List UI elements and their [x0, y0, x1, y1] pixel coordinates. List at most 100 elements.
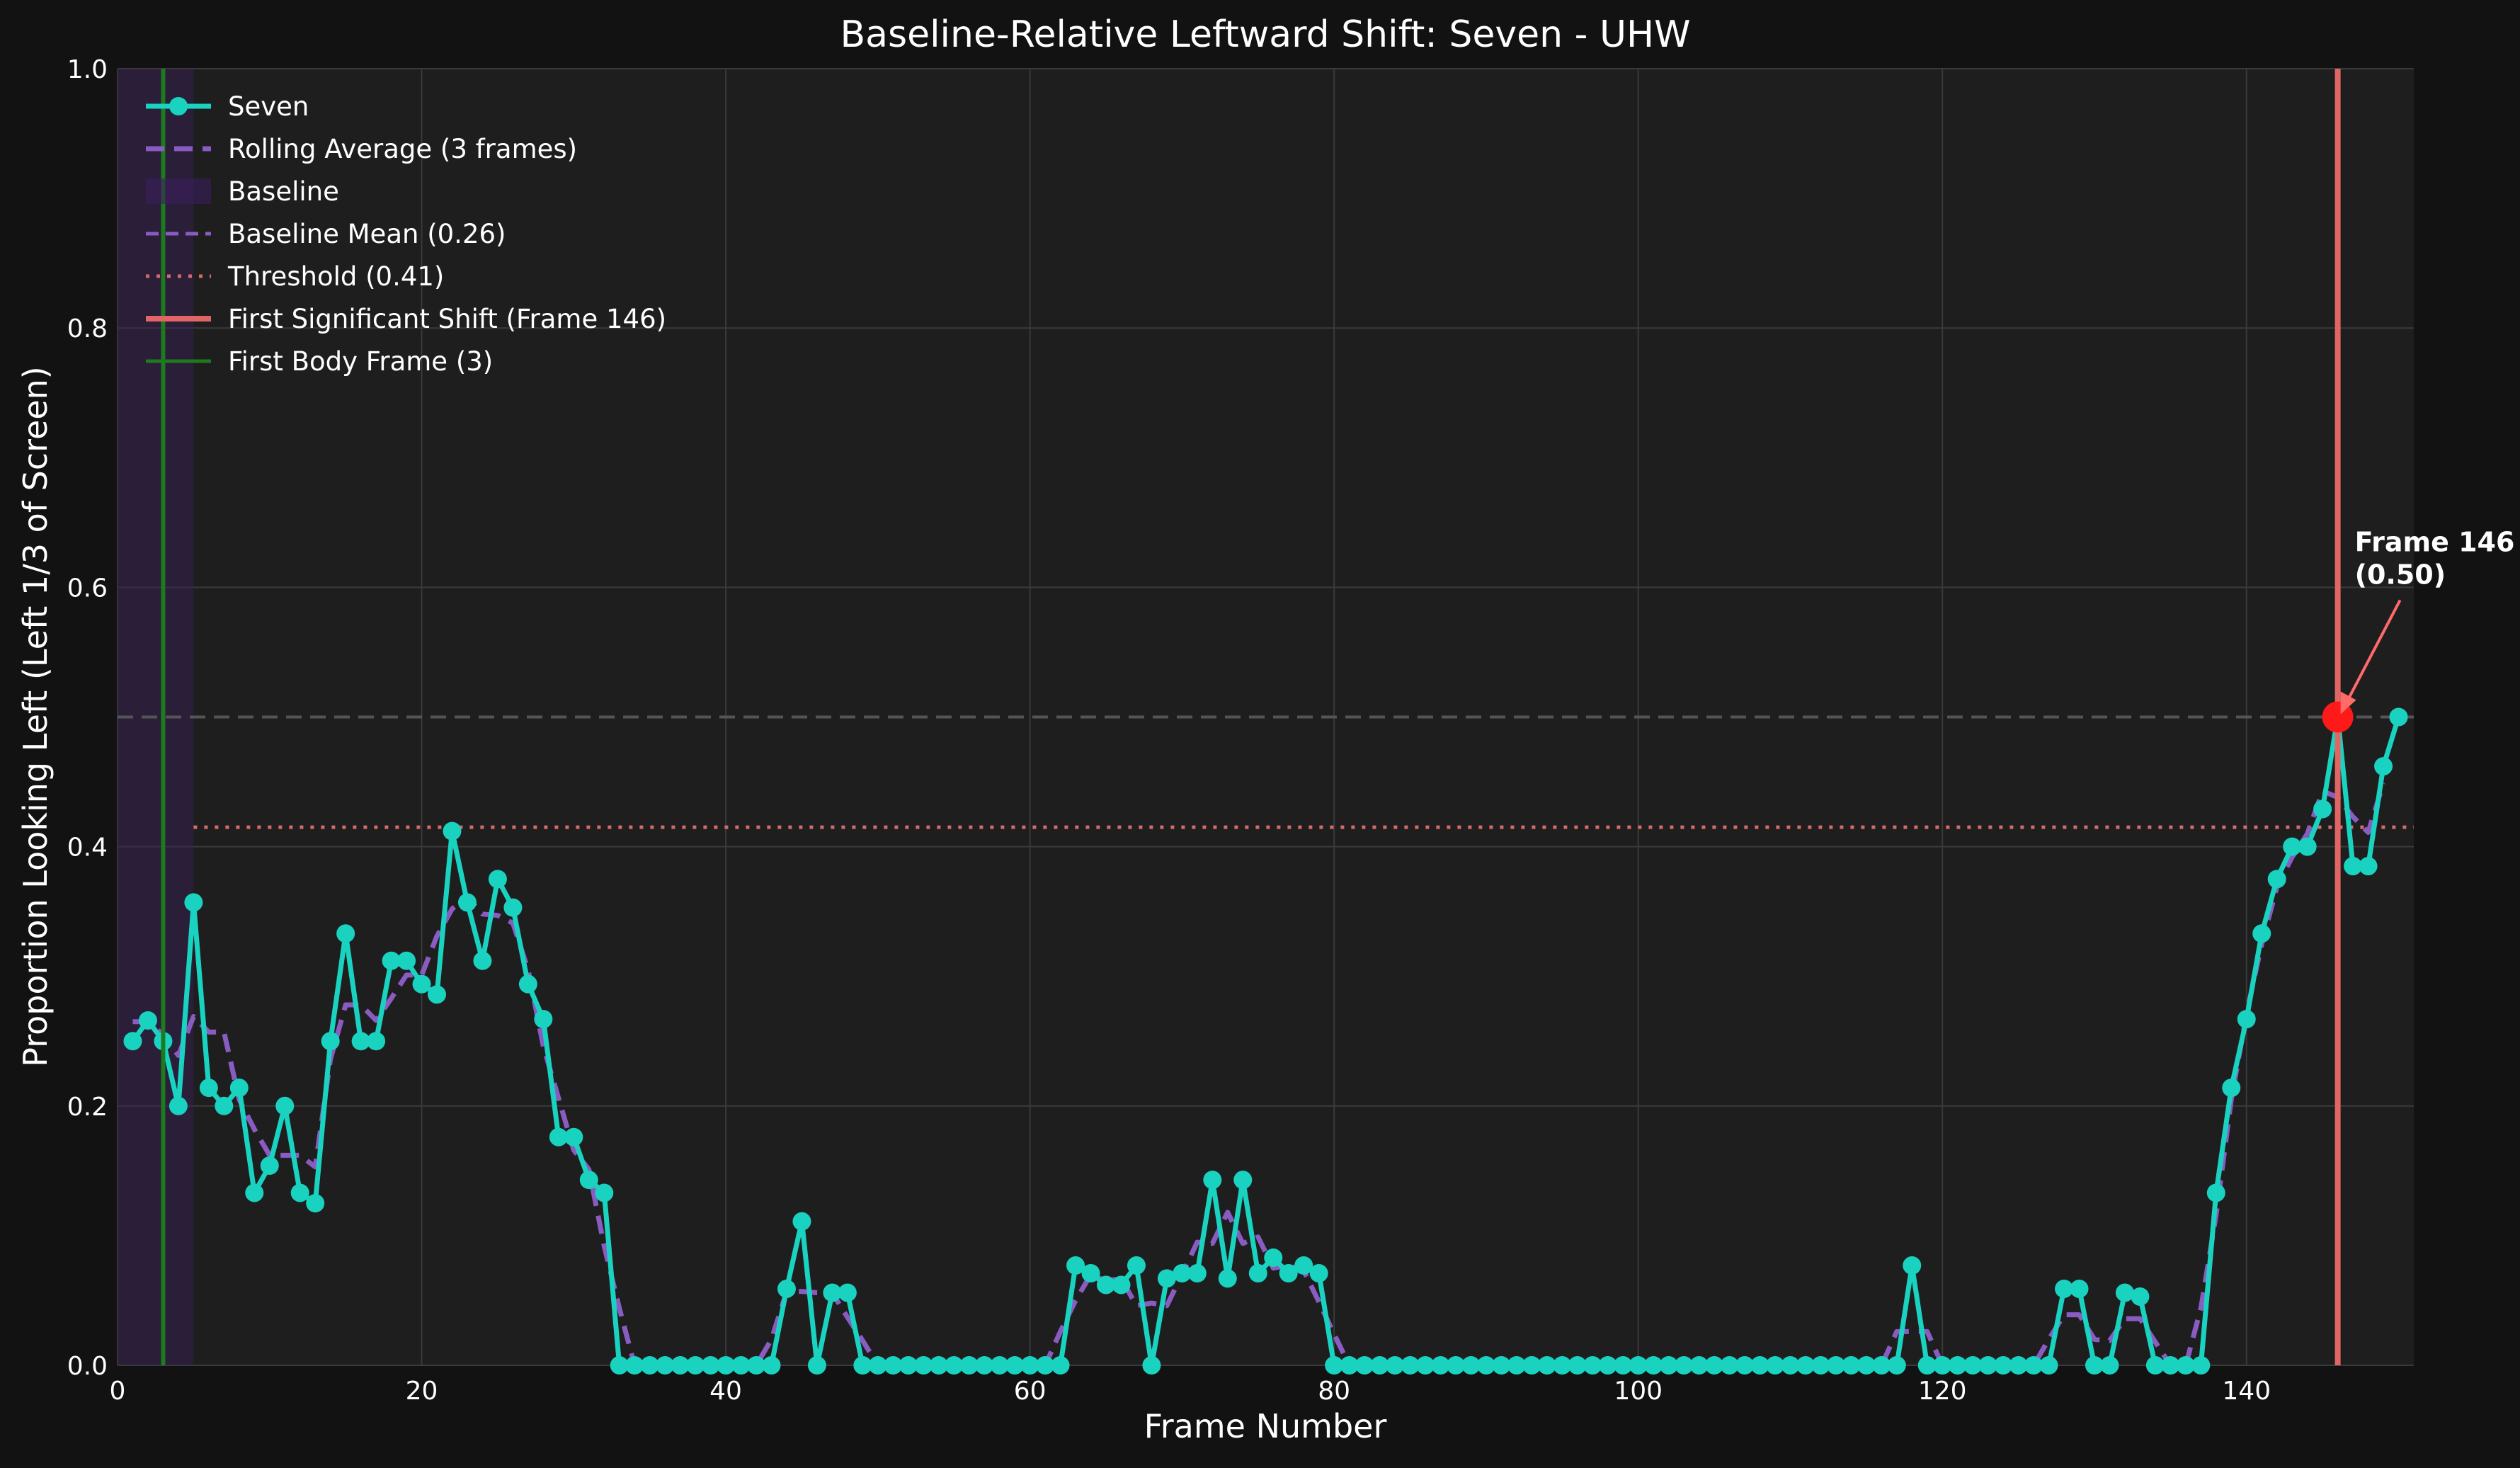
data-point-seven [1325, 1356, 1344, 1375]
data-point-seven [1994, 1356, 2013, 1375]
data-point-seven [1842, 1356, 1861, 1375]
data-point-seven [215, 1096, 234, 1115]
data-point-seven [1978, 1356, 1997, 1375]
data-point-seven [1811, 1356, 1830, 1375]
data-point-seven [990, 1356, 1009, 1375]
x-axis-label: Frame Number [1144, 1407, 1387, 1445]
data-point-seven [792, 1212, 811, 1231]
data-point-seven [2131, 1287, 2150, 1306]
data-point-seven [625, 1356, 644, 1375]
data-point-seven [1051, 1356, 1070, 1375]
data-point-seven [1218, 1269, 1237, 1288]
data-point-seven [1036, 1356, 1055, 1375]
x-tick-label: 120 [1918, 1377, 1967, 1406]
data-point-seven [351, 1032, 370, 1051]
data-point-seven [2191, 1356, 2211, 1375]
legend-item-baseline-mean: Baseline Mean (0.26) [228, 219, 506, 249]
data-point-seven [473, 951, 492, 970]
data-point-seven [2313, 800, 2332, 819]
data-point-seven [2085, 1356, 2104, 1375]
data-point-seven [1720, 1356, 1739, 1375]
data-point-seven [1142, 1356, 1161, 1375]
legend-item-seven: Seven [228, 91, 309, 122]
data-point-seven [1750, 1356, 1769, 1375]
data-point-seven [959, 1356, 979, 1375]
data-point-seven [2009, 1356, 2028, 1375]
data-point-seven [1066, 1256, 1085, 1275]
data-point-seven [914, 1356, 933, 1375]
data-point-seven [306, 1194, 325, 1213]
data-point-seven [1963, 1356, 1983, 1375]
data-point-seven [1765, 1356, 1784, 1375]
data-point-seven [1127, 1256, 1146, 1275]
data-point-seven [2359, 857, 2378, 876]
legend-item-baseline: Baseline [228, 176, 339, 207]
data-point-seven [2237, 1010, 2256, 1029]
data-point-seven [169, 1096, 188, 1115]
data-point-seven [1203, 1171, 1222, 1190]
data-point-seven [1416, 1356, 1435, 1375]
data-point-seven [321, 1032, 340, 1051]
data-point-seven [2283, 837, 2302, 856]
data-point-seven [929, 1356, 948, 1375]
data-point-seven [579, 1171, 598, 1190]
legend-marker-seven [169, 97, 188, 115]
data-point-seven [671, 1356, 690, 1375]
data-point-seven [1157, 1269, 1176, 1288]
data-point-seven [2222, 1079, 2241, 1098]
x-tick-label: 40 [709, 1377, 742, 1406]
data-point-seven [412, 974, 431, 994]
x-tick-label: 20 [406, 1377, 438, 1406]
data-point-seven [1933, 1356, 1952, 1375]
data-point-seven [518, 974, 537, 994]
data-point-seven [123, 1032, 142, 1051]
x-tick-label: 60 [1014, 1377, 1047, 1406]
data-point-seven [1675, 1356, 1694, 1375]
data-point-seven [2267, 870, 2286, 889]
data-point-seven [807, 1356, 826, 1375]
data-point-seven [823, 1283, 842, 1302]
data-point-seven [762, 1356, 781, 1375]
legend-item-threshold: Threshold (0.41) [227, 261, 444, 292]
y-tick-label: 0.6 [67, 574, 108, 603]
data-point-seven [1903, 1256, 1922, 1275]
data-point-seven [1887, 1356, 1906, 1375]
data-point-seven [1507, 1356, 1526, 1375]
data-point-seven [1583, 1356, 1602, 1375]
series-layer [123, 707, 2408, 1375]
data-point-seven [2161, 1356, 2180, 1375]
data-point-seven [1659, 1356, 1678, 1375]
chart-title: Baseline-Relative Leftward Shift: Seven … [840, 13, 1690, 56]
data-point-seven [1553, 1356, 1572, 1375]
data-point-seven [1081, 1263, 1100, 1282]
data-point-seven [397, 951, 416, 970]
data-point-seven [656, 1356, 675, 1375]
data-point-seven [1537, 1356, 1556, 1375]
y-axis-label: Proportion Looking Left (Left 1/3 of Scr… [16, 366, 55, 1066]
reference-lines [118, 715, 2414, 829]
data-point-seven [2252, 924, 2271, 943]
annotation-label: Frame 146 [2355, 527, 2515, 558]
data-point-seven [1796, 1356, 1815, 1375]
data-point-seven [382, 951, 401, 970]
data-point-seven [428, 985, 447, 1004]
data-point-seven [1857, 1356, 1876, 1375]
data-point-seven [443, 821, 462, 841]
data-point-seven [2024, 1356, 2043, 1375]
y-tick-label: 1.0 [67, 55, 108, 84]
data-point-seven [2298, 837, 2317, 856]
y-tick-label: 0.8 [67, 314, 108, 343]
data-point-seven [534, 1010, 553, 1029]
data-point-seven [1233, 1171, 1253, 1190]
annotation: Frame 146(0.50) [2322, 527, 2515, 733]
data-point-seven [777, 1279, 796, 1298]
annotation-arrowhead [2340, 691, 2356, 715]
x-tick-label: 100 [1614, 1377, 1663, 1406]
data-point-seven [1522, 1356, 1541, 1375]
data-point-seven [686, 1356, 705, 1375]
data-point-seven [2115, 1283, 2134, 1302]
data-point-seven [1096, 1275, 1115, 1295]
annotation-arrow [2342, 599, 2402, 710]
data-point-seven [1309, 1263, 1328, 1282]
